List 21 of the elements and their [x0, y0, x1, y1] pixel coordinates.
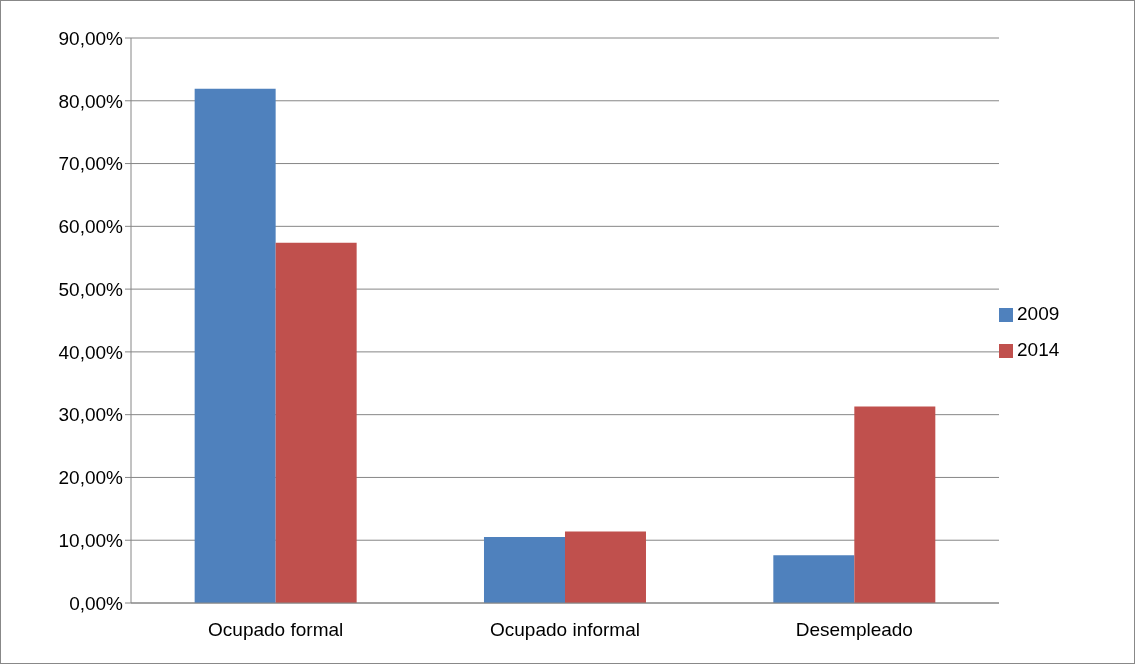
- y-tick-label: 50,00%: [58, 278, 124, 300]
- bar: [564, 531, 646, 603]
- legend-label: 2014: [1017, 339, 1060, 360]
- y-tick-label: 10,00%: [58, 529, 124, 551]
- x-tick-label: Desempleado: [795, 619, 913, 641]
- y-tick-label: 70,00%: [58, 153, 124, 175]
- bar: [275, 242, 357, 603]
- legend-label: 2009: [1017, 303, 1060, 324]
- y-tick-label: 90,00%: [58, 27, 124, 49]
- y-tick-label: 40,00%: [58, 341, 124, 363]
- y-tick-label: 0,00%: [69, 592, 124, 614]
- x-tick-label: Ocupado informal: [490, 619, 640, 641]
- y-tick-label: 20,00%: [58, 467, 124, 489]
- bar: [194, 88, 276, 603]
- y-tick-label: 60,00%: [58, 216, 124, 238]
- y-tick-label: 80,00%: [58, 90, 124, 112]
- y-tick-label: 30,00%: [58, 404, 124, 426]
- bar: [854, 406, 936, 603]
- bar: [483, 537, 565, 603]
- bar: [773, 555, 855, 603]
- x-tick-label: Ocupado formal: [208, 619, 344, 641]
